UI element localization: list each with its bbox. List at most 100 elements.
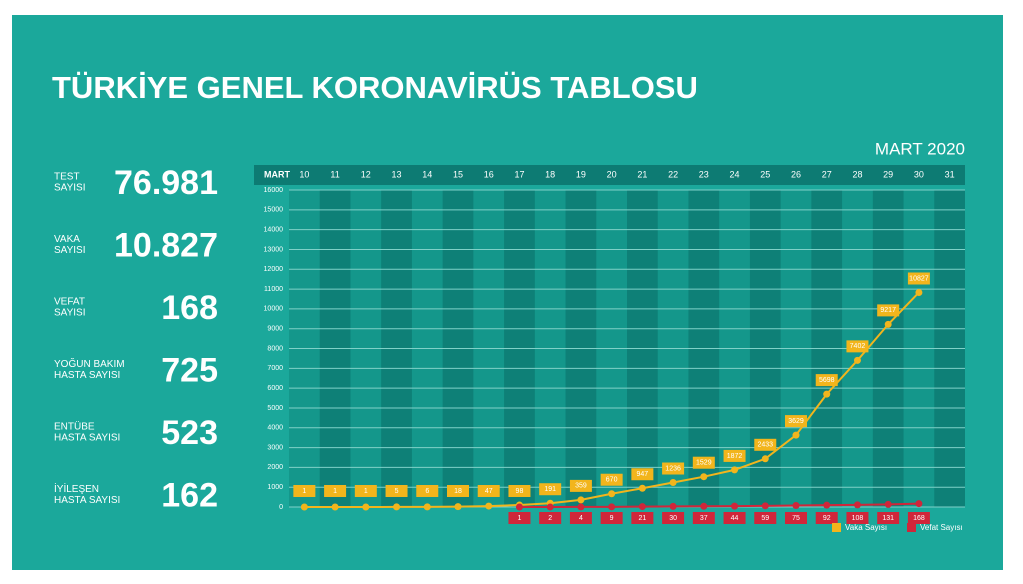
value-label-bg — [385, 485, 408, 497]
value-label-bg — [324, 485, 347, 497]
data-point — [454, 503, 462, 511]
x-tick-label: 28 — [852, 169, 862, 179]
y-tick-label: 5000 — [267, 405, 283, 412]
value-label-bg — [662, 512, 685, 524]
value-label-bg — [539, 512, 562, 524]
value-label-bg — [354, 485, 377, 497]
value-label: 1 — [364, 488, 368, 495]
value-label-bg — [754, 512, 777, 524]
stat-label: ENTÜBE — [54, 421, 95, 433]
x-tick-label: 27 — [822, 169, 832, 179]
x-tick-label: 13 — [392, 169, 402, 179]
data-point — [608, 490, 616, 498]
data-point — [546, 503, 554, 511]
value-label: 98 — [516, 488, 524, 495]
stat-label: SAYISI — [54, 245, 86, 256]
data-point — [731, 466, 739, 474]
value-label-bg — [907, 512, 930, 524]
y-tick-label: 1000 — [267, 484, 283, 491]
value-label-bg — [508, 512, 531, 524]
y-tick-label: 3000 — [267, 444, 283, 451]
data-point — [915, 288, 923, 296]
legend-label: Vaka Sayısı — [845, 523, 887, 532]
value-label: 44 — [731, 515, 739, 522]
y-tick-label: 6000 — [267, 385, 283, 392]
data-point — [393, 503, 401, 511]
data-point — [577, 496, 585, 504]
stat-value: 10.827 — [114, 226, 218, 264]
stat-label: İYİLEŞEN — [54, 482, 99, 495]
y-tick-label: 12000 — [264, 266, 284, 273]
stat-label: SAYISI — [54, 183, 86, 194]
value-label: 1529 — [696, 460, 712, 467]
stat-label: TEST — [54, 172, 80, 183]
value-label-bg — [846, 512, 869, 524]
x-tick-label: 21 — [637, 169, 647, 179]
chart: MART 10 11 12 13 14 15 16 17 18 19 20 21 22 23 24 25 26 27… — [254, 165, 965, 532]
x-tick-label: 11 — [330, 169, 339, 179]
value-label: 3629 — [788, 418, 804, 425]
value-label: 6 — [425, 488, 429, 495]
value-label: 30 — [669, 515, 677, 522]
value-label: 670 — [606, 477, 618, 484]
data-point — [423, 503, 431, 511]
value-label-bg — [877, 304, 900, 317]
y-tick-label: 0 — [279, 504, 283, 511]
value-label-bg — [692, 456, 715, 469]
y-tick-label: 10000 — [264, 306, 284, 313]
data-point — [700, 502, 708, 510]
value-label-bg — [723, 512, 746, 524]
stat-value: 725 — [161, 351, 218, 389]
y-tick-label: 2000 — [267, 464, 283, 471]
x-tick-label: 29 — [883, 169, 893, 179]
y-tick-label: 15000 — [264, 207, 284, 214]
value-label: 168 — [913, 515, 925, 522]
data-point — [638, 503, 646, 511]
x-tick-label: 18 — [545, 169, 555, 179]
value-label: 1236 — [665, 465, 681, 472]
value-label: 18 — [454, 488, 462, 495]
value-label: 5 — [395, 488, 399, 495]
value-label-bg — [293, 485, 316, 497]
x-tick-label: 15 — [453, 169, 463, 179]
data-point — [792, 431, 800, 439]
value-label-bg — [569, 479, 592, 492]
x-tick-label: 25 — [760, 169, 770, 179]
value-label-bg — [477, 485, 500, 497]
data-point — [577, 503, 585, 511]
value-label: 131 — [882, 515, 894, 522]
value-label: 21 — [638, 515, 646, 522]
stat-label: HASTA SAYISI — [54, 433, 120, 444]
value-label-bg — [877, 512, 900, 524]
x-tick-label: 12 — [361, 169, 371, 179]
value-label: 75 — [792, 515, 800, 522]
stat-label: SAYISI — [54, 308, 86, 319]
x-tick-label: 16 — [484, 169, 494, 179]
data-point — [700, 473, 708, 481]
value-label-bg — [846, 340, 869, 353]
y-tick-label: 7000 — [267, 365, 283, 372]
stat-value: 523 — [161, 414, 218, 452]
y-tick-label: 8000 — [267, 345, 283, 352]
data-point — [792, 502, 800, 510]
data-point — [638, 484, 646, 492]
stat-value: 162 — [161, 476, 218, 514]
value-label-bg — [569, 512, 592, 524]
value-label-bg — [631, 468, 654, 481]
value-label: 2433 — [757, 442, 773, 449]
value-label: 59 — [761, 515, 769, 522]
value-label: 9217 — [880, 307, 896, 314]
value-label-bg — [600, 512, 623, 524]
x-tick-label: 20 — [607, 169, 617, 179]
data-point — [485, 502, 493, 510]
value-label-bg — [815, 374, 838, 387]
data-point — [761, 502, 769, 510]
value-label: 92 — [823, 515, 831, 522]
value-label: 5698 — [819, 377, 835, 384]
value-label: 359 — [575, 483, 587, 490]
data-point — [300, 503, 308, 511]
stat-label: HASTA SAYISI — [54, 495, 120, 506]
title: TÜRKİYE GENEL KORONAVİRÜS TABLOSU — [52, 70, 698, 105]
value-label-bg — [662, 462, 685, 475]
